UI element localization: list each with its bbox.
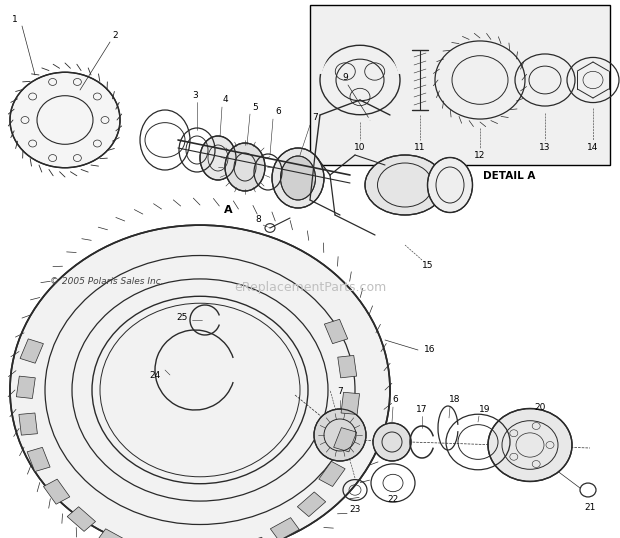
Text: 9: 9 [342, 74, 348, 82]
Bar [324, 319, 348, 344]
Text: 17: 17 [416, 406, 428, 414]
Bar [97, 529, 126, 538]
Bar [67, 507, 95, 532]
Text: 22: 22 [388, 495, 399, 505]
Text: © 2005 Polaris Sales Inc.: © 2005 Polaris Sales Inc. [50, 278, 164, 287]
Circle shape [488, 408, 572, 482]
Text: 13: 13 [539, 144, 551, 152]
Text: 24: 24 [149, 371, 161, 379]
Ellipse shape [225, 143, 265, 191]
Text: 23: 23 [349, 506, 361, 514]
Text: 3: 3 [192, 90, 198, 100]
Text: 7: 7 [312, 114, 318, 123]
Ellipse shape [314, 409, 366, 461]
Bar [19, 413, 37, 435]
Text: 10: 10 [354, 144, 366, 152]
Bar [43, 479, 70, 504]
Circle shape [10, 225, 390, 538]
Text: 12: 12 [474, 151, 485, 159]
Text: 15: 15 [422, 260, 434, 270]
Ellipse shape [200, 136, 236, 180]
Text: 4: 4 [222, 96, 228, 104]
Text: 11: 11 [414, 144, 426, 152]
Bar [334, 428, 356, 452]
Text: 14: 14 [587, 144, 599, 152]
FancyBboxPatch shape [310, 5, 610, 165]
Text: 1: 1 [12, 16, 18, 25]
Ellipse shape [365, 155, 445, 215]
Bar [298, 492, 326, 516]
Text: 16: 16 [424, 345, 436, 355]
Bar [338, 356, 356, 378]
Ellipse shape [280, 156, 316, 200]
Text: 5: 5 [252, 103, 258, 111]
Ellipse shape [428, 158, 472, 213]
Bar [270, 518, 299, 538]
Text: A: A [224, 205, 232, 215]
Ellipse shape [272, 148, 324, 208]
Text: eReplacementParts.com: eReplacementParts.com [234, 281, 386, 294]
Text: 18: 18 [450, 395, 461, 405]
Bar [16, 376, 35, 399]
Bar [319, 462, 345, 486]
Text: 2: 2 [112, 31, 118, 39]
Text: 21: 21 [584, 502, 596, 512]
Text: DETAIL A: DETAIL A [484, 171, 536, 181]
Bar [239, 537, 267, 538]
Text: 7: 7 [337, 387, 343, 397]
Circle shape [10, 72, 120, 168]
Bar [27, 447, 50, 472]
Bar [341, 392, 360, 414]
Text: 19: 19 [479, 406, 491, 414]
Text: 6: 6 [275, 108, 281, 117]
Bar [20, 339, 43, 363]
Ellipse shape [373, 423, 411, 461]
Text: 8: 8 [255, 216, 261, 224]
Text: 20: 20 [534, 404, 546, 413]
Text: 25: 25 [176, 314, 188, 322]
Text: 6: 6 [392, 395, 398, 405]
